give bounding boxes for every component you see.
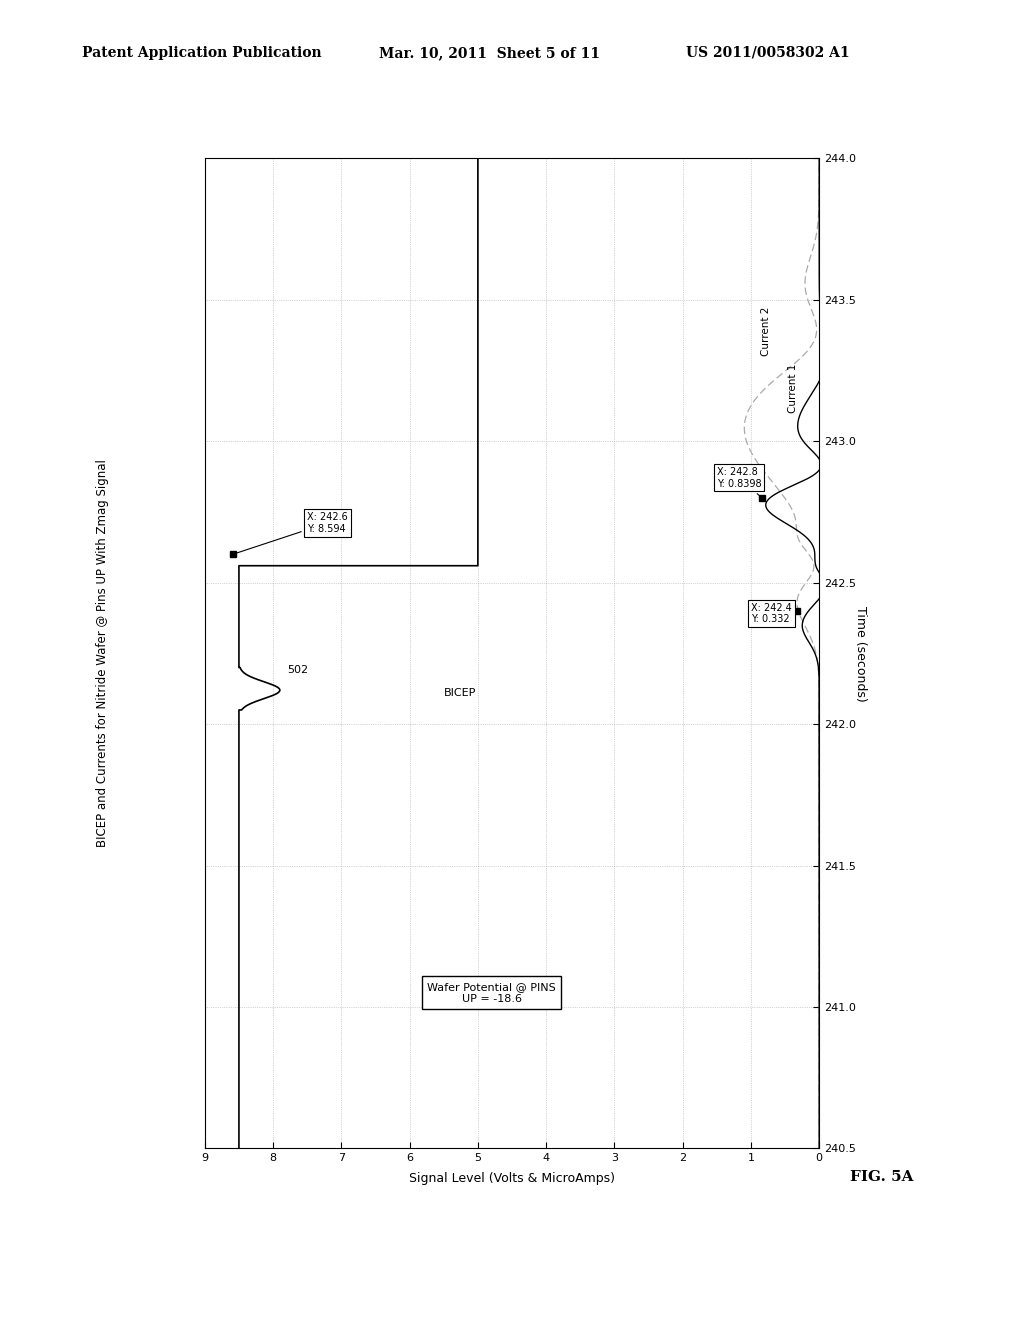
Text: Current 1: Current 1 xyxy=(788,363,799,413)
Text: US 2011/0058302 A1: US 2011/0058302 A1 xyxy=(686,46,850,59)
Text: X: 242.8
Y: 0.8398: X: 242.8 Y: 0.8398 xyxy=(717,467,762,496)
Y-axis label: Time (seconds): Time (seconds) xyxy=(854,606,867,701)
Text: X: 242.6
Y: 8.594: X: 242.6 Y: 8.594 xyxy=(236,512,348,553)
Text: Wafer Potential @ PINS
UP = -18.6: Wafer Potential @ PINS UP = -18.6 xyxy=(427,982,556,1003)
Text: 502: 502 xyxy=(287,665,308,676)
Text: Current 2: Current 2 xyxy=(761,308,771,356)
Text: Patent Application Publication: Patent Application Publication xyxy=(82,46,322,59)
Text: Mar. 10, 2011  Sheet 5 of 11: Mar. 10, 2011 Sheet 5 of 11 xyxy=(379,46,600,59)
X-axis label: Signal Level (Volts & MicroAmps): Signal Level (Volts & MicroAmps) xyxy=(409,1172,615,1184)
Text: X: 242.4
Y: 0.332: X: 242.4 Y: 0.332 xyxy=(751,603,797,624)
Text: BICEP: BICEP xyxy=(443,688,476,698)
Text: BICEP and Currents for Nitride Wafer @ Pins UP With Zmag Signal: BICEP and Currents for Nitride Wafer @ P… xyxy=(96,459,109,847)
Text: FIG. 5A: FIG. 5A xyxy=(850,1171,913,1184)
